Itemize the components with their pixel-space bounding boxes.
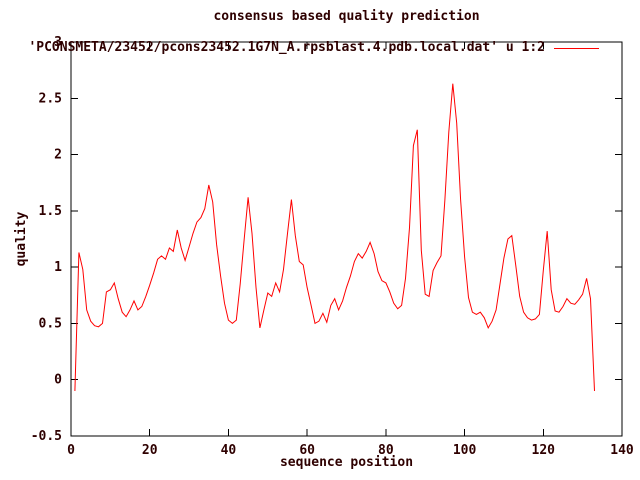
y-axis-tick-label: -0.5 <box>31 429 62 444</box>
y-axis-tick-label: 0 <box>54 373 62 388</box>
x-axis-tick-label: 0 <box>67 443 75 458</box>
y-axis-tick-label: 1 <box>54 260 62 275</box>
x-axis-label: sequence position <box>279 455 414 470</box>
y-axis-label: quality <box>14 211 29 267</box>
y-axis-tick-label: 2 <box>54 148 62 163</box>
x-axis-tick-label: 20 <box>142 443 158 458</box>
legend-label: 'PCONSMETA/23452/pcons23452.1G7N_A.rpsbl… <box>28 40 545 55</box>
y-axis-tick-label: 2.5 <box>39 91 62 106</box>
x-axis-tick-label: 100 <box>453 443 477 458</box>
y-axis-tick-label: 1.5 <box>39 204 62 219</box>
data-series-line <box>74 83 595 392</box>
x-axis-tick-label: 120 <box>532 443 556 458</box>
plot-border <box>70 41 623 437</box>
chart-title: consensus based quality prediction <box>213 9 480 24</box>
x-axis-tick-label: 40 <box>221 443 237 458</box>
y-axis-tick-label: 0.5 <box>39 316 62 331</box>
y-axis-tick-label: 3 <box>54 35 62 50</box>
x-axis-tick-label: 60 <box>299 443 315 458</box>
x-axis-tick-label: 80 <box>378 443 394 458</box>
legend: 'PCONSMETA/23452/pcons23452.1G7N_A.rpsbl… <box>28 41 599 55</box>
legend-line-sample-icon <box>554 47 599 49</box>
x-axis-tick-label: 140 <box>610 443 634 458</box>
